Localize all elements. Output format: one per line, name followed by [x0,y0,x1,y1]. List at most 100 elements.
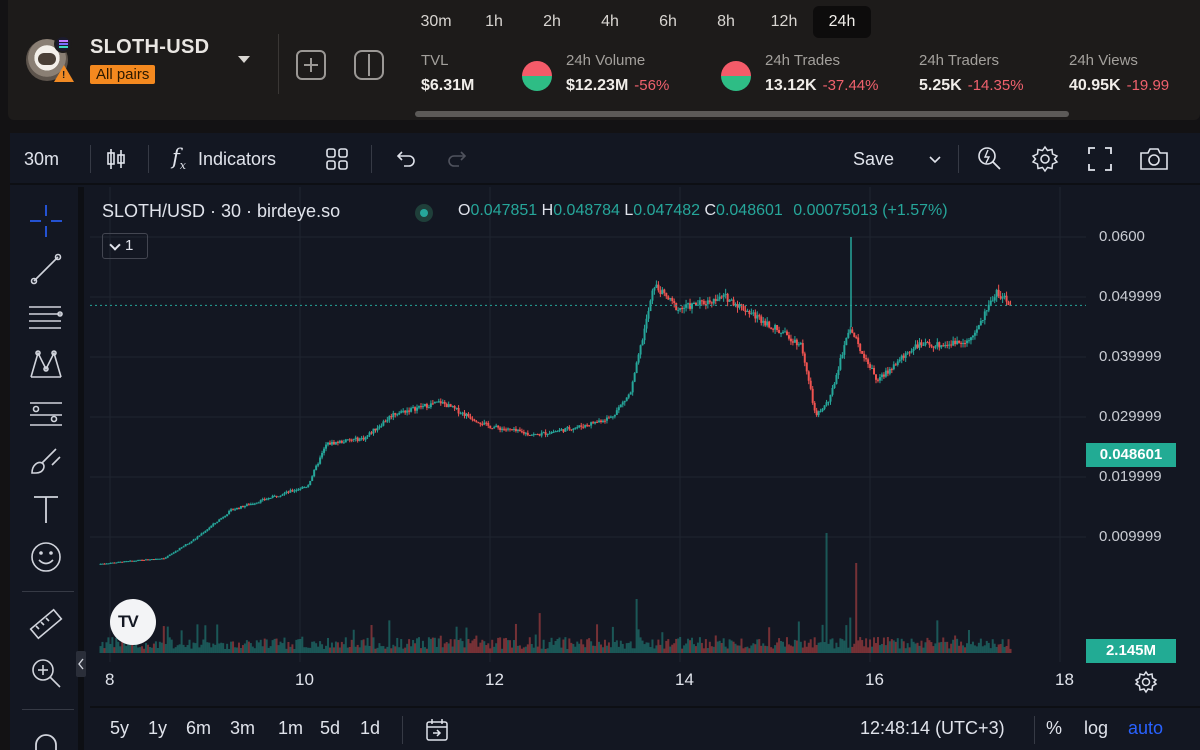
quick-search-button[interactable] [976,133,1004,185]
candle-body [948,344,951,346]
range-button[interactable]: 6m [186,718,212,738]
percent-scale-button[interactable]: % [1046,718,1063,738]
log-scale-button[interactable]: log [1084,718,1109,738]
pattern-icon[interactable] [28,347,64,383]
candle-body [851,329,854,333]
candle-body [760,316,763,323]
range-button[interactable]: 3m [230,718,256,738]
candle-body [716,299,719,301]
candle-body [374,428,377,431]
save-menu-button[interactable] [928,133,942,185]
volume-bar [384,648,387,653]
tradingview-logo[interactable]: TV [110,599,156,645]
volume-bar [594,645,597,653]
add-pair-button[interactable] [296,50,326,80]
volume-bar [162,626,165,653]
legend-collapse-button[interactable]: 1 [102,233,148,259]
volume-bar [408,639,411,653]
timeframe-tab[interactable]: 6h [659,13,677,30]
volume-bar [659,644,662,653]
volume-bar [981,646,984,653]
candle-body [582,426,585,428]
axis-settings-icon[interactable] [1134,670,1158,694]
candle-body [162,558,165,560]
ruler-icon[interactable] [28,607,64,643]
interval-button[interactable]: 30m [24,133,59,185]
chart-canvas[interactable] [90,187,1200,706]
candle-body [797,344,800,346]
candle-body [629,392,632,395]
clock-timezone[interactable]: 12:48:14 (UTC+3) [860,718,1005,738]
chevron-down-icon[interactable] [238,56,250,63]
volume-bar [734,643,737,653]
split-view-button[interactable] [354,50,384,80]
volume-bar [103,648,106,653]
volume-bar [273,638,276,653]
timeframe-tab[interactable]: 1h [485,13,503,30]
timeframe-tab[interactable]: 8h [717,13,735,30]
range-button[interactable]: 1d [360,718,381,738]
emoji-icon[interactable] [28,539,64,575]
timeframe-tab[interactable]: 2h [543,13,561,30]
volume-bar [673,643,676,653]
timeframe-tab[interactable]: 12h [770,13,798,30]
fib-retracement-icon[interactable] [28,299,64,335]
range-button[interactable]: 1y [148,718,168,738]
volume-bar [720,642,723,653]
auto-scale-button[interactable]: auto [1128,718,1164,738]
undo-button[interactable] [394,133,416,185]
volume-bar [1001,639,1004,653]
range-button[interactable]: 5d [320,718,341,738]
candle-body [510,429,513,431]
timeframe-tab[interactable]: 24h [813,6,871,38]
screenshot-button[interactable] [1138,133,1170,185]
volume-bar [297,639,300,653]
candle-type-button[interactable] [104,133,128,185]
volume-bar [728,639,731,653]
candle-body [228,510,231,515]
candle-body [277,496,280,498]
candle-body [301,487,304,489]
indicators-button[interactable]: fx Indicators [172,133,276,185]
fullscreen-button[interactable] [1087,133,1113,185]
candle-body [789,338,792,342]
candle-body [421,406,424,408]
range-button[interactable]: 1m [278,718,304,738]
candle-body [194,538,197,540]
timeframe-tab[interactable]: 4h [601,13,619,30]
trend-line-icon[interactable] [28,251,64,287]
all-pairs-badge[interactable]: All pairs [90,65,156,84]
timeframe-tab[interactable]: 30m [420,13,452,30]
settings-button[interactable] [1031,133,1059,185]
redo-button[interactable] [447,133,469,185]
candle-body [728,299,731,302]
layouts-button[interactable] [325,133,349,185]
text-tool-icon[interactable] [28,491,64,527]
forecast-icon[interactable] [28,395,64,431]
candle-body [160,558,163,560]
candle-body [192,539,195,542]
crosshair-icon[interactable] [28,203,64,239]
volume-bar [667,639,670,653]
zoom-in-icon[interactable] [28,655,64,691]
magnet-icon[interactable] [28,727,64,750]
token-selector[interactable]: ! SLOTH-USD All pairs [26,35,209,84]
candle-body [303,487,306,489]
candle-body [145,559,148,561]
goto-date-icon[interactable] [424,718,450,742]
volume-bar [936,620,939,653]
range-button[interactable]: 5y [110,718,130,738]
stats-scrollbar[interactable] [415,111,1069,117]
candle-body [829,394,832,402]
candle-body [271,495,274,498]
volume-bar [564,637,567,653]
volume-bar [962,645,965,653]
price-chart[interactable]: SLOTH/USD · 30 · birdeye.so O0.047851 H0… [90,187,1200,750]
volume-bar [388,620,391,653]
collapse-toolbar-icon[interactable] [76,651,86,677]
save-button[interactable]: Save [853,133,894,185]
volume-bar [463,647,466,653]
brush-icon[interactable] [28,443,64,479]
volume-bar [888,641,891,653]
volume-bar [321,644,324,653]
